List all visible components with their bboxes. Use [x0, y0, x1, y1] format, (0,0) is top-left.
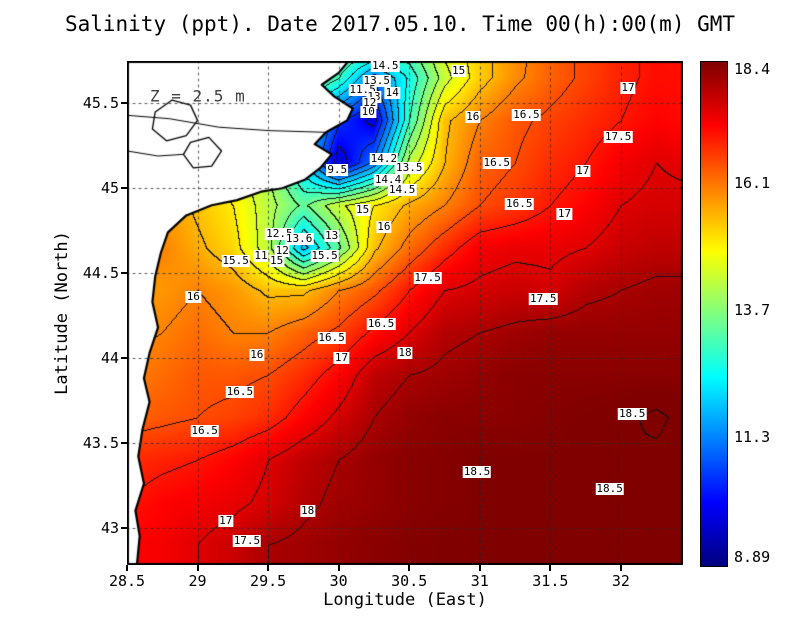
- figure-title: Salinity (ppt). Date 2017.05.10. Time 00…: [64, 12, 736, 36]
- contour-label: 14.4: [373, 172, 403, 186]
- x-tick-mark: [126, 565, 128, 571]
- contour-label: 17.5: [529, 291, 558, 305]
- contour-label: 16.5: [225, 384, 255, 398]
- contour-label: 13.6: [284, 232, 314, 246]
- contour-label: 14: [384, 86, 400, 100]
- x-axis-label: Longitude (East): [323, 590, 487, 610]
- contour-label: 11: [253, 249, 269, 263]
- y-tick-label: 45.5: [82, 94, 119, 113]
- contour-label: 16: [249, 347, 265, 361]
- contour-label: 18.5: [595, 481, 624, 495]
- x-tick-mark: [549, 565, 552, 571]
- x-tick-mark: [337, 565, 340, 571]
- y-tick-mark: [121, 526, 127, 529]
- contour-label: 15: [268, 254, 285, 268]
- x-tick-mark: [408, 565, 411, 571]
- y-tick-label: 43.5: [82, 433, 119, 452]
- contour-label: 14.5: [370, 59, 400, 73]
- contour-label: 15: [450, 64, 467, 78]
- contour-label: 18.5: [462, 464, 492, 478]
- contour-label: 17: [218, 513, 234, 527]
- contour-label: 17: [333, 350, 350, 364]
- colorbar: [700, 61, 728, 567]
- contour-label: 17: [620, 81, 636, 95]
- x-tick-label: 31.5: [532, 572, 569, 590]
- contour-label: 16.5: [366, 317, 396, 331]
- contour-label: 9.5: [326, 162, 349, 176]
- x-tick-mark: [478, 565, 481, 571]
- depth-annotation: Z = 2.5 m: [150, 86, 246, 106]
- x-tick-label: 31: [470, 572, 489, 590]
- contour-label: 16.5: [482, 155, 511, 169]
- x-tick-label: 29.5: [250, 572, 287, 590]
- y-tick-label: 43: [100, 518, 119, 537]
- y-tick-mark: [121, 102, 127, 105]
- x-tick-label: 30: [329, 572, 348, 590]
- colorbar-label: 8.89: [734, 548, 771, 566]
- contour-label: 18: [397, 345, 413, 359]
- y-axis-label: Latitude (North): [52, 231, 72, 395]
- contour-label: 17.5: [232, 534, 262, 548]
- y-tick-mark: [121, 356, 127, 359]
- contour-label: 16: [376, 220, 392, 234]
- contour-label: 16.5: [512, 108, 541, 122]
- y-tick-label: 44.5: [82, 264, 119, 283]
- contour-label: 16.5: [505, 196, 534, 210]
- contour-label: 16.5: [190, 423, 219, 437]
- contour-label: 10: [360, 104, 376, 118]
- contour-label: 16: [465, 110, 481, 123]
- y-tick-mark: [121, 187, 127, 190]
- contour-label: 14.5: [387, 182, 417, 196]
- contour-label: 14.2: [369, 152, 399, 166]
- contour-label: 18: [300, 503, 316, 517]
- contour-label: 17: [575, 164, 591, 178]
- x-tick-label: 32: [611, 572, 630, 590]
- y-tick-label: 44: [100, 348, 119, 367]
- colorbar-label: 11.3: [734, 428, 771, 447]
- contour-label: 15: [355, 203, 371, 217]
- contour-label: 16: [185, 289, 201, 303]
- y-tick-label: 45: [100, 179, 119, 198]
- contour-label: 12: [274, 244, 290, 258]
- contour-label: 15.5: [310, 249, 339, 263]
- colorbar-label: 13.7: [734, 301, 771, 320]
- y-tick-mark: [121, 272, 127, 275]
- x-tick-mark: [267, 565, 270, 571]
- x-tick-mark: [619, 565, 622, 571]
- colorbar-label: 18.4: [734, 60, 771, 78]
- contour-map-canvas: [127, 61, 683, 565]
- contour-label: 17.5: [413, 271, 442, 285]
- x-tick-mark: [196, 565, 199, 571]
- x-tick-label: 28.5: [108, 572, 146, 590]
- x-tick-label: 30.5: [391, 572, 428, 590]
- x-tick-label: 29: [188, 572, 207, 590]
- y-tick-mark: [121, 441, 127, 444]
- contour-label: 13: [323, 228, 340, 242]
- contour-label: 17.5: [603, 130, 633, 144]
- contour-label: 16.5: [317, 330, 346, 344]
- contour-label: 18.5: [617, 406, 647, 420]
- colorbar-label: 16.1: [734, 173, 771, 192]
- contour-label: 15.5: [221, 254, 250, 268]
- contour-label: 17: [556, 206, 573, 220]
- contour-label: 13.5: [394, 160, 424, 174]
